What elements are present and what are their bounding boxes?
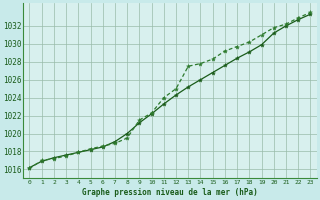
X-axis label: Graphe pression niveau de la mer (hPa): Graphe pression niveau de la mer (hPa): [82, 188, 258, 197]
